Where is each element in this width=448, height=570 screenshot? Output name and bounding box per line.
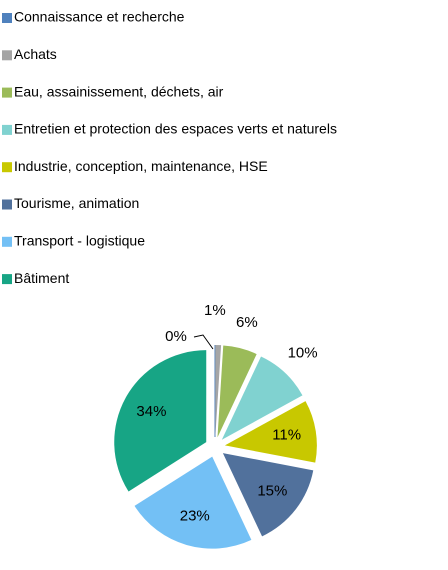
legend-label: Connaissance et recherche [14,9,185,25]
data-label: 1% [204,302,226,319]
legend-label: Eau, assainissement, déchets, air [14,83,224,99]
pie-slice [217,345,257,438]
pie-slice [114,350,207,492]
pie-slice [215,345,222,438]
pie-slice [221,356,303,440]
data-label: 34% [136,403,166,420]
legend-label: Entretien et protection des espaces vert… [14,121,337,137]
legend-swatch [2,124,12,135]
legend-swatch [2,87,12,98]
data-label: 23% [180,508,210,525]
legend-swatch [2,13,12,23]
legend-swatch [2,50,12,61]
pie-slice [134,456,252,549]
legend-label: Tourisme, animation [14,195,139,211]
legend-swatch [2,274,12,285]
pie-slice [222,453,314,537]
legend-label: Bâtiment [14,270,69,286]
legend-label: Achats [14,46,57,62]
pie-slice [224,401,317,463]
leader-line [193,334,214,350]
data-label: 11% [272,427,301,444]
data-label: 0% [165,328,187,345]
legend-label: Transport - logistique [14,233,145,249]
legend-swatch [2,199,12,210]
data-label: 6% [236,314,258,331]
legend-swatch [2,162,12,173]
data-label: 15% [257,482,287,499]
data-label: 10% [288,345,318,362]
legend-swatch [2,236,12,247]
legend-label: Industrie, conception, maintenance, HSE [14,158,268,174]
